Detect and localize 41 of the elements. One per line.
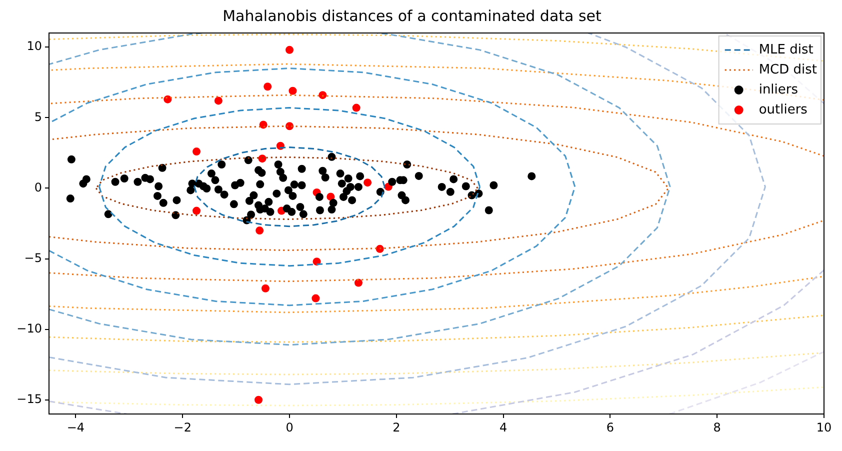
x-tick-label: 4	[499, 420, 508, 434]
point	[318, 91, 327, 100]
x-tick-label: 2	[392, 420, 400, 434]
legend-label: outliers	[758, 102, 808, 118]
point	[256, 226, 264, 235]
chart-title: Mahalanobis distances of a contaminated data set	[222, 6, 602, 25]
point	[312, 294, 320, 302]
point	[286, 46, 294, 54]
point	[258, 154, 266, 163]
point	[364, 178, 372, 187]
x-tick-label: 6	[606, 420, 614, 434]
point	[254, 396, 263, 404]
line-series	[49, 68, 576, 306]
legend-label: MLE dist	[758, 42, 814, 58]
y-tick-label: 5	[34, 110, 42, 124]
legend-label: inliers	[758, 82, 798, 98]
y-tick-label: −10	[16, 321, 42, 336]
point	[214, 96, 222, 105]
x-tick-label: 10	[816, 420, 832, 434]
point	[288, 86, 297, 95]
point	[259, 120, 268, 129]
point	[264, 82, 272, 91]
point	[376, 244, 384, 253]
y-tick-label: 0	[34, 180, 42, 194]
x-tick-label: 0	[286, 420, 294, 434]
line-series	[49, 352, 824, 376]
legend-label: MCD dist	[758, 62, 817, 78]
point	[192, 206, 201, 215]
point	[164, 95, 172, 104]
point	[192, 148, 201, 156]
y-tick-label: −5	[24, 250, 42, 265]
y-tick-label: −15	[16, 392, 42, 406]
y-tick-label: 10	[26, 39, 42, 54]
point	[354, 278, 362, 287]
x-tick-label: 8	[713, 420, 721, 434]
line-series	[49, 386, 824, 406]
point	[326, 192, 335, 201]
x-tick-label: −2	[174, 420, 192, 434]
x-tick-label: −4	[66, 420, 85, 434]
point	[352, 104, 360, 112]
point	[261, 284, 270, 292]
